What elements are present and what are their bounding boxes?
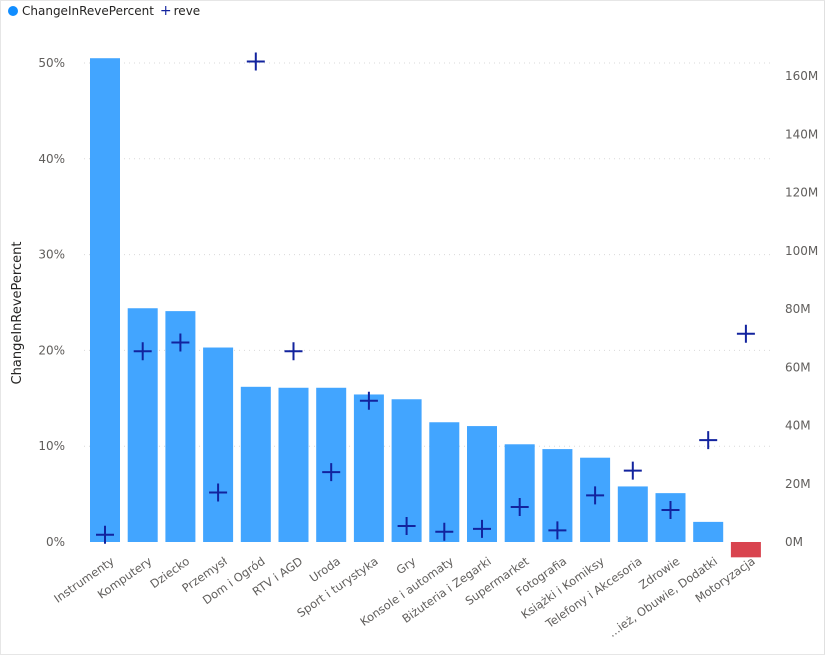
marker-cross[interactable] xyxy=(661,500,680,519)
y2-tick-label: 120M xyxy=(785,186,818,200)
marker-cross[interactable] xyxy=(322,463,341,482)
legend: ChangeInRevePercent + reve xyxy=(8,3,206,19)
marker-cross[interactable] xyxy=(133,342,152,361)
marker-cross[interactable] xyxy=(359,391,378,410)
y2-tick-label: 100M xyxy=(785,244,818,258)
marker-cross[interactable] xyxy=(623,461,642,480)
marker-cross[interactable] xyxy=(435,522,454,541)
y-tick-label: 10% xyxy=(38,439,65,453)
marker-cross[interactable] xyxy=(209,483,228,502)
marker-cross[interactable] xyxy=(284,342,303,361)
y2-tick-label: 140M xyxy=(785,127,818,141)
y2-tick-label: 160M xyxy=(785,69,818,83)
legend-item-series2[interactable]: + reve xyxy=(160,4,200,18)
y-tick-label: 50% xyxy=(38,56,65,70)
bar[interactable] xyxy=(203,347,234,542)
bar[interactable] xyxy=(730,542,761,558)
bar[interactable] xyxy=(617,486,648,542)
bar[interactable] xyxy=(240,386,271,542)
y2-tick-label: 20M xyxy=(785,477,811,491)
y2-tick-label: 0M xyxy=(785,535,803,549)
marker-cross[interactable] xyxy=(699,431,718,450)
y-tick-label: 20% xyxy=(38,343,65,357)
y2-tick-label: 60M xyxy=(785,360,811,374)
marker-cross[interactable] xyxy=(586,486,605,505)
y2-tick-label: 80M xyxy=(785,302,811,316)
y-tick-label: 30% xyxy=(38,248,65,262)
bar[interactable] xyxy=(504,444,535,542)
marker-cross[interactable] xyxy=(548,521,567,540)
legend-dot-icon xyxy=(8,6,18,16)
y-tick-label: 0% xyxy=(46,535,65,549)
marker-cross[interactable] xyxy=(171,333,190,352)
marker-cross[interactable] xyxy=(736,324,755,343)
marker-cross[interactable] xyxy=(96,525,114,544)
y-axis-title: ChangeInRevePercent xyxy=(10,242,25,385)
marker-cross[interactable] xyxy=(246,52,265,71)
marker-cross[interactable] xyxy=(397,516,416,535)
bar[interactable] xyxy=(353,394,384,542)
y2-tick-label: 40M xyxy=(785,419,811,433)
x-category-label: Gry xyxy=(394,554,419,577)
legend-label-series1: ChangeInRevePercent xyxy=(22,4,154,18)
bar[interactable] xyxy=(429,422,460,542)
marker-cross[interactable] xyxy=(510,498,529,517)
marker-cross[interactable] xyxy=(473,519,491,538)
bar[interactable] xyxy=(693,521,724,542)
legend-plus-icon: + xyxy=(159,3,172,19)
legend-label-series2: reve xyxy=(173,4,201,18)
y-tick-label: 40% xyxy=(38,152,65,166)
bar[interactable] xyxy=(278,387,309,542)
legend-item-series1[interactable]: ChangeInRevePercent xyxy=(8,4,154,18)
bar[interactable] xyxy=(90,58,120,543)
